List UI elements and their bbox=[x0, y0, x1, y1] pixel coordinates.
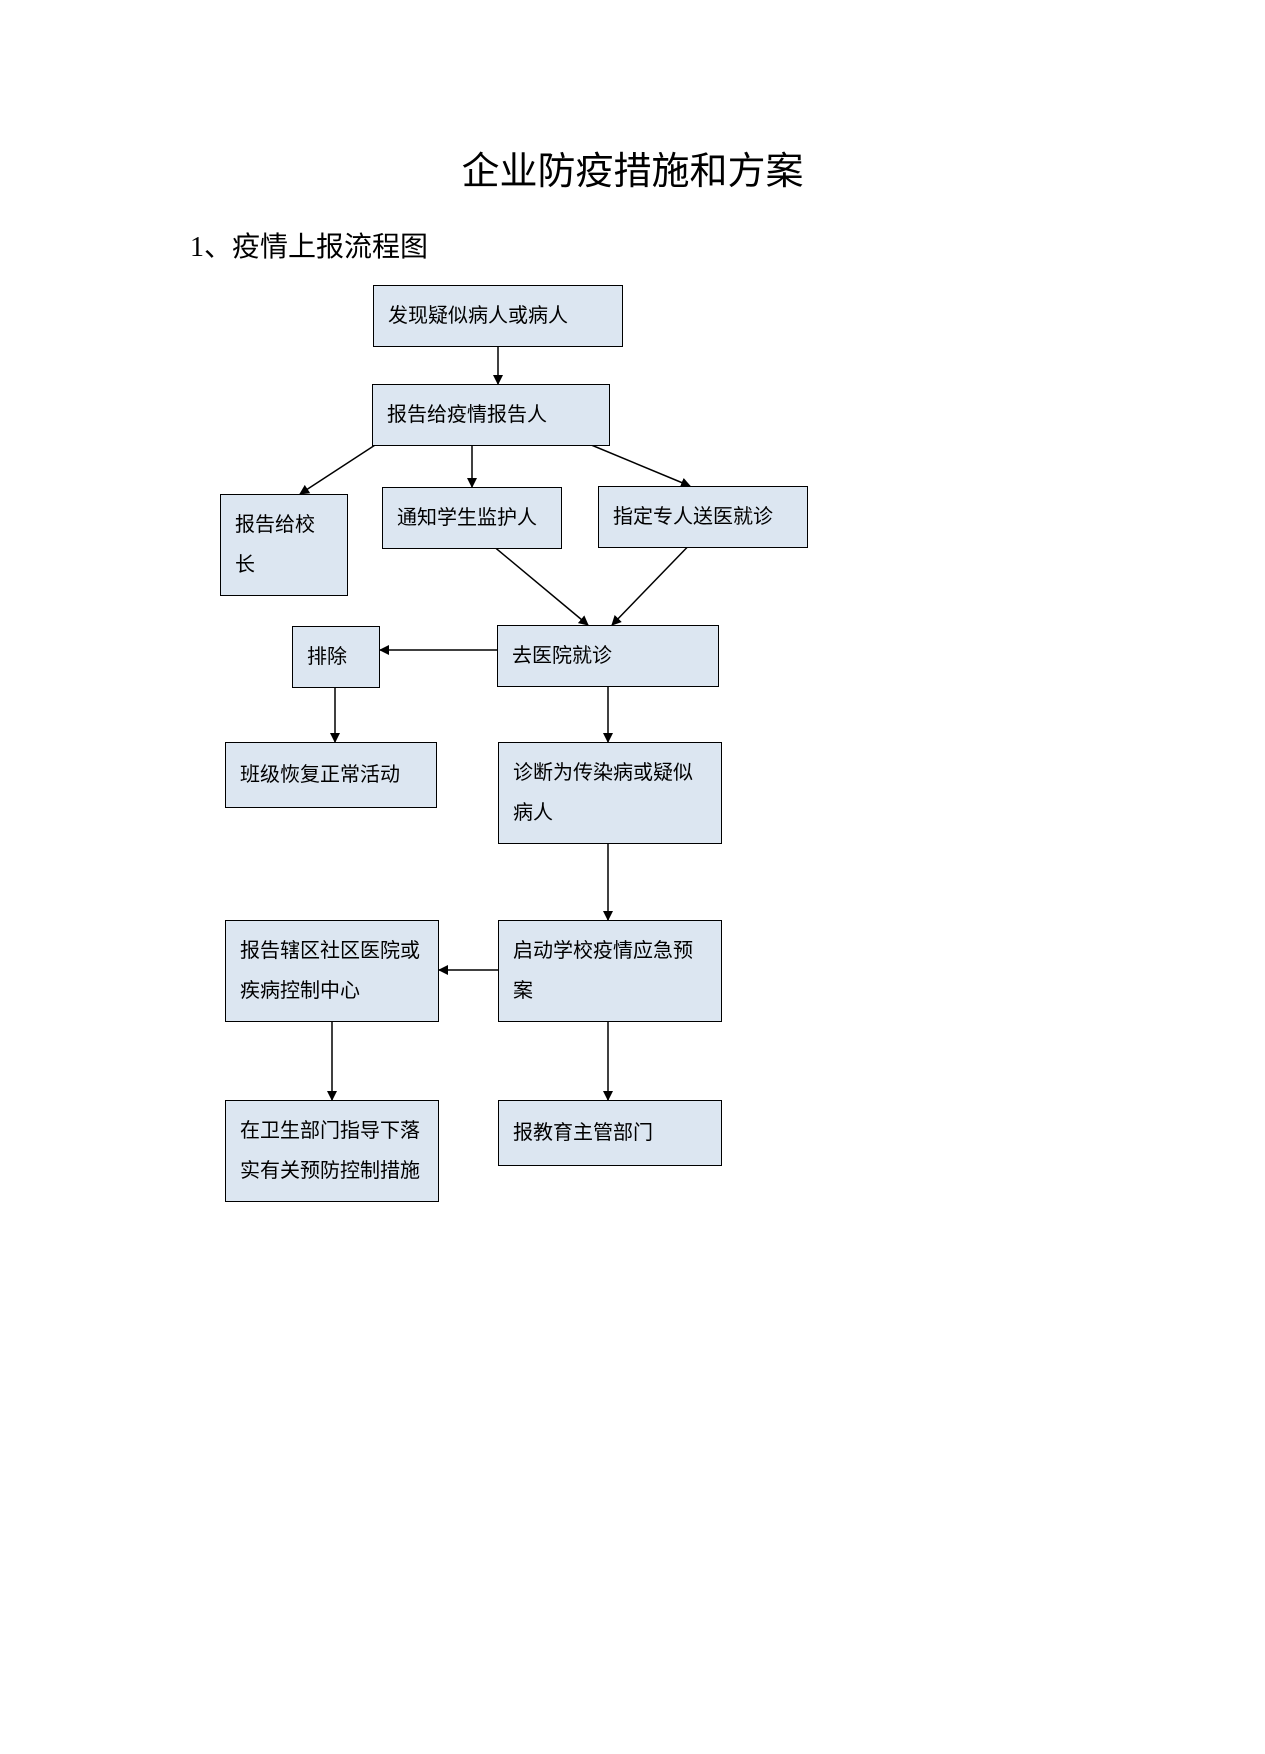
flow-node-n6: 排除 bbox=[292, 626, 380, 688]
flow-node-n7: 去医院就诊 bbox=[497, 625, 719, 687]
flowchart-container: 发现疑似病人或病人报告给疫情报告人报告给校长通知学生监护人指定专人送医就诊排除 去… bbox=[0, 0, 1265, 1300]
flow-node-n9: 诊断为传染病或疑似病人 bbox=[498, 742, 722, 844]
document-page: 企业防疫措施和方案 1、疫情上报流程图 发现疑似病人或病人报告给疫情报告人报告给… bbox=[0, 0, 1265, 1754]
flow-node-n5: 指定专人送医就诊 bbox=[598, 486, 808, 548]
flow-node-n3: 报告给校长 bbox=[220, 494, 348, 596]
flow-node-n1: 发现疑似病人或病人 bbox=[373, 285, 623, 347]
flow-node-n12: 在卫生部门指导下落实有关预防控制措施 bbox=[225, 1100, 439, 1202]
flow-node-n2: 报告给疫情报告人 bbox=[372, 384, 610, 446]
flow-node-n4: 通知学生监护人 bbox=[382, 487, 562, 549]
flow-node-n8: 班级恢复正常活动 bbox=[225, 742, 437, 808]
flow-node-n11: 启动学校疫情应急预案 bbox=[498, 920, 722, 1022]
flow-node-n10: 报告辖区社区医院或疾病控制中心 bbox=[225, 920, 439, 1022]
flow-node-n13: 报教育主管部门 bbox=[498, 1100, 722, 1166]
